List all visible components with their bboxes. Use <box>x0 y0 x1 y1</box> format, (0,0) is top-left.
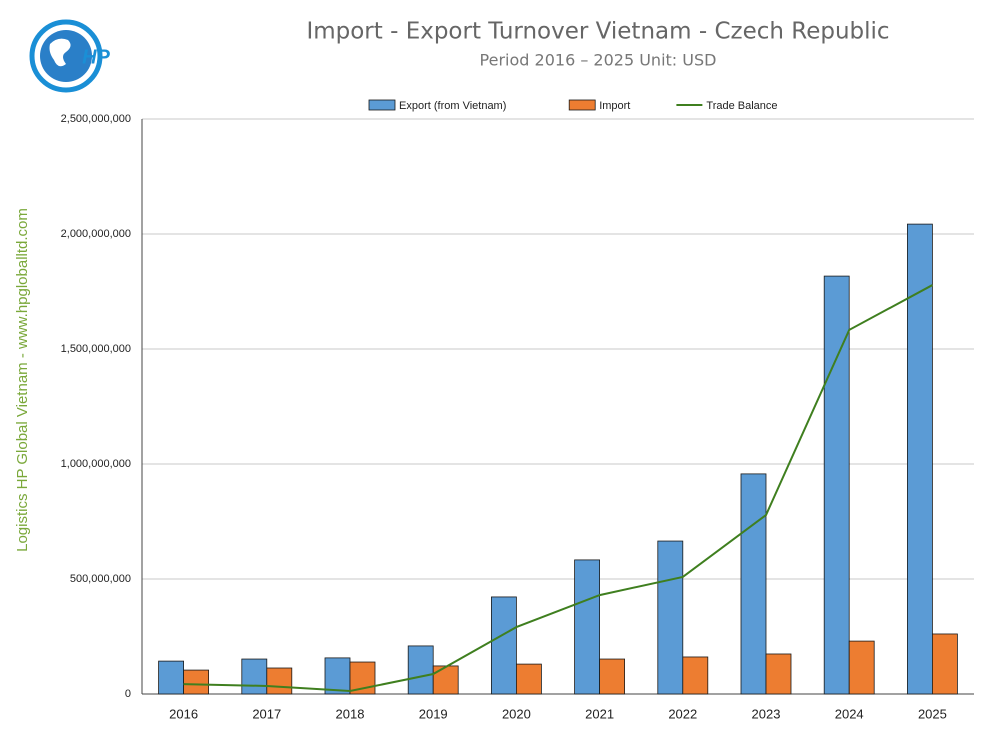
bar <box>490 596 517 695</box>
bar <box>432 665 459 695</box>
y-tick-label: 1,500,000,000 <box>61 343 131 355</box>
bar <box>183 669 210 695</box>
bar <box>932 633 958 695</box>
legend-swatch <box>368 99 396 111</box>
y-tick-label: 0 <box>125 688 131 700</box>
bar <box>599 658 625 695</box>
x-tick-label: 2019 <box>419 706 448 721</box>
side-label: Logistics HP Global Vietnam - www.hpglob… <box>14 208 31 552</box>
y-tick-label: 2,500,000,000 <box>61 113 131 125</box>
y-tick-label: 1,000,000,000 <box>61 458 131 470</box>
x-tick-label: 2023 <box>752 706 781 721</box>
x-tick-label: 2021 <box>585 706 614 721</box>
bar <box>266 667 293 695</box>
logo-land <box>49 38 71 67</box>
legend-label: Export (from Vietnam) <box>399 100 506 112</box>
bar <box>516 663 542 695</box>
x-tick-label: 2022 <box>668 706 697 721</box>
bar <box>241 658 268 695</box>
x-tick-label: 2017 <box>252 706 281 721</box>
chart-subtitle: Period 2016 – 2025 Unit: USD <box>480 51 717 70</box>
y-tick-label: 500,000,000 <box>70 573 131 585</box>
legend-swatch <box>568 99 596 111</box>
bar <box>823 275 850 695</box>
bar <box>657 540 684 695</box>
x-tick-label: 2020 <box>502 706 531 721</box>
bar <box>574 559 600 695</box>
legend-label: Import <box>599 100 630 112</box>
chart-title: Import - Export Turnover Vietnam - Czech… <box>306 19 889 45</box>
bar <box>158 660 185 695</box>
x-tick-label: 2016 <box>169 706 198 721</box>
bar <box>740 473 767 695</box>
x-tick-label: 2025 <box>918 706 947 721</box>
y-tick-label: 2,000,000,000 <box>61 228 131 240</box>
bar <box>907 223 933 695</box>
logo: HP <box>28 14 114 98</box>
bar <box>682 656 709 695</box>
bar <box>407 645 434 695</box>
bar <box>324 657 351 695</box>
legend-label: Trade Balance <box>706 100 777 112</box>
x-tick-label: 2018 <box>336 706 365 721</box>
bar <box>765 653 792 695</box>
logo-text: HP <box>82 46 110 68</box>
x-tick-label: 2024 <box>835 706 864 721</box>
logo-ring <box>29 19 103 93</box>
trend-line <box>183 284 933 693</box>
bar <box>848 640 875 695</box>
